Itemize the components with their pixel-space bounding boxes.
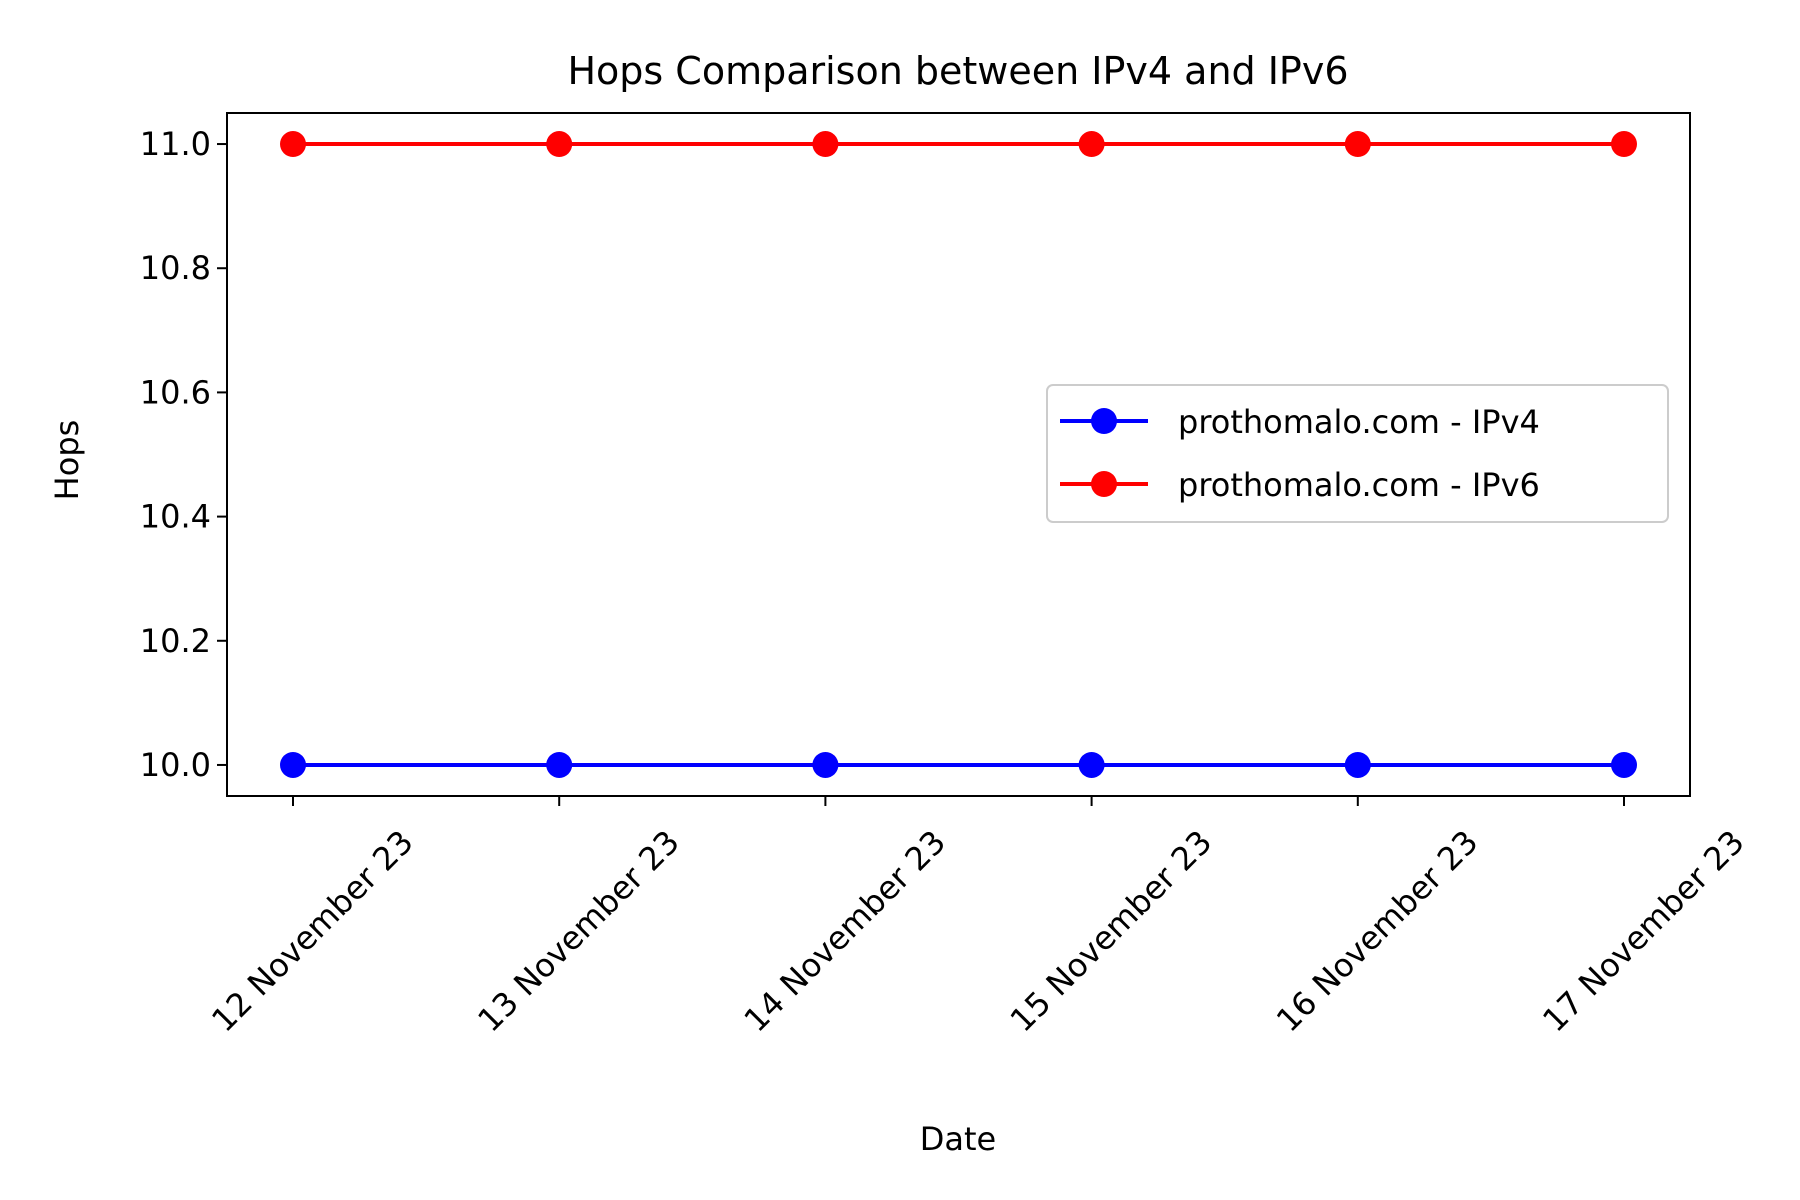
data-point-s0-1: [546, 751, 573, 778]
data-point-s0-5: [1611, 751, 1637, 778]
x-tick-label-4: 16 November 23: [1269, 823, 1486, 1040]
data-point-s0-4: [1344, 751, 1371, 778]
y-tick-label-5: 11.0: [140, 125, 211, 163]
data-point-s0-2: [812, 751, 839, 778]
x-axis-label: Date: [920, 1120, 996, 1158]
legend: prothomalo.com - IPv4 prothomalo.com - I…: [1046, 384, 1669, 523]
legend-box: [1046, 384, 1669, 523]
data-point-s1-1: [546, 131, 573, 158]
y-tick-label-2: 10.4: [140, 498, 211, 536]
legend-label-ipv4: prothomalo.com - IPv4: [1178, 403, 1540, 441]
data-point-s0-0: [280, 751, 306, 778]
x-tick-label-0: 12 November 23: [204, 823, 421, 1040]
plot-frame: [226, 112, 1691, 797]
y-tick-label-4: 10.8: [140, 249, 211, 287]
data-point-s1-2: [812, 131, 839, 158]
y-axis-label: Hops: [48, 420, 86, 501]
chart-title: Hops Comparison between IPv4 and IPv6: [567, 49, 1348, 93]
legend-marker-ipv4: [1091, 408, 1117, 434]
data-point-s1-5: [1611, 131, 1637, 158]
y-tick-label-1: 10.2: [140, 622, 211, 660]
x-tick-label-3: 15 November 23: [1003, 823, 1220, 1040]
legend-entry-ipv6: prothomalo.com - IPv6: [1060, 466, 1540, 504]
plot-area: [280, 131, 1637, 778]
y-tick-label-3: 10.6: [140, 373, 211, 411]
legend-marker-ipv6: [1091, 471, 1117, 497]
x-tick-label-5: 17 November 23: [1535, 823, 1752, 1040]
data-point-s1-3: [1078, 131, 1105, 158]
legend-entry-ipv4: prothomalo.com - IPv4: [1060, 403, 1540, 441]
axes: 10.0 10.2 10.4 10.6 10.8 11.0 12 November 23 13…: [140, 125, 1752, 1039]
data-point-s1-0: [280, 131, 306, 158]
legend-label-ipv6: prothomalo.com - IPv6: [1178, 466, 1540, 504]
x-tick-label-2: 14 November 23: [737, 823, 954, 1040]
y-tick-label-0: 10.0: [140, 746, 211, 784]
x-tick-label-1: 13 November 23: [470, 823, 687, 1040]
data-point-s0-3: [1078, 751, 1105, 778]
data-point-s1-4: [1344, 131, 1371, 158]
